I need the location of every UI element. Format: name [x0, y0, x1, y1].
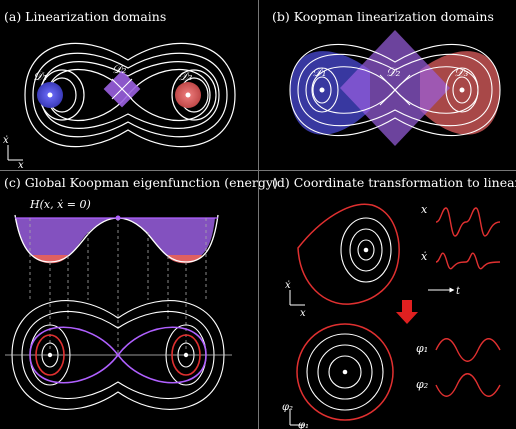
- projection-lines: [29, 218, 207, 355]
- fixed-point-b-right: [459, 87, 465, 93]
- panel-a-title: (a) Linearization domains: [4, 9, 167, 24]
- linear-orbit-2: [317, 344, 373, 400]
- axes-a: [7, 145, 23, 161]
- orbit-b-left: [305, 67, 339, 113]
- horizontal-divider: [0, 170, 516, 171]
- stream-outer-3: [40, 61, 220, 129]
- linear-orbit-1: [306, 333, 384, 411]
- axis-a-xdot: ẋ: [3, 135, 9, 146]
- signal-phi2-trace: [435, 373, 501, 397]
- panel-d-title: (d) Coordinate transformation to lineari…: [272, 175, 516, 190]
- fixed-point-d-bottom: [342, 369, 348, 375]
- axis-d-x: x: [300, 308, 306, 319]
- fixed-point-b-left: [319, 87, 325, 93]
- panel-c-title: (c) Global Koopman eigenfunction (energy…: [4, 175, 278, 190]
- koopman-d3-region: [420, 51, 500, 135]
- signal-phi1-trace: [435, 338, 501, 362]
- panel-b-title: (b) Koopman linearization domains: [272, 9, 494, 24]
- axes-d-top: [289, 290, 305, 306]
- axis-phi1: φ₁: [298, 420, 309, 429]
- panel-d-bottom-portrait: [296, 323, 394, 421]
- axes-d-bottom: [289, 410, 305, 426]
- koopman-d2-region: [340, 30, 450, 146]
- signal-label-phi2: φ₂: [416, 378, 428, 391]
- stream-b-outer-2: [297, 53, 493, 127]
- fixed-point-c-right: [183, 352, 189, 358]
- label-b-d1: 𝒟₁: [312, 65, 326, 79]
- axis-a-x: x: [18, 160, 24, 171]
- koopman-d1-region: [290, 51, 370, 135]
- fixed-point-left: [47, 92, 53, 98]
- energy-curve-group: [14, 214, 219, 264]
- orbit-d-1: [340, 217, 392, 283]
- saddle-lines-a: [111, 78, 133, 100]
- red-level-left: [35, 334, 65, 376]
- red-down-arrow-icon: [396, 300, 418, 324]
- signal-label-xdot: ẋ: [421, 250, 428, 263]
- signal-xdot-trace: [435, 252, 501, 270]
- orbit-right-1: [171, 69, 217, 121]
- vertical-divider: [258, 0, 259, 429]
- stream-outer-2: [32, 52, 228, 138]
- saddle-lines-b: [379, 74, 411, 106]
- fixed-point-right: [185, 92, 191, 98]
- label-a-d3: 𝒟₃: [178, 69, 193, 83]
- signal-label-phi1: φ₁: [416, 342, 428, 355]
- stream-b-outer: [289, 43, 501, 137]
- label-a-d2: 𝒟₂: [112, 62, 127, 76]
- label-b-d2: 𝒟₂: [386, 65, 401, 79]
- orbit-b-left-2: [312, 76, 332, 104]
- orbit-b-right: [445, 67, 479, 113]
- energy-purple-fill: [15, 218, 215, 262]
- label-c-function: H(x, ẋ = 0): [29, 198, 91, 211]
- label-a-d1: 𝒟₁: [33, 69, 47, 83]
- orbit-d-3: [357, 239, 375, 261]
- orbit-d-2: [349, 228, 383, 272]
- linear-orbit-3: [328, 355, 362, 389]
- fixed-point-c-left: [47, 352, 53, 358]
- axis-d-xdot: ẋ: [285, 280, 291, 291]
- red-circle-d: [296, 323, 394, 421]
- orbit-b-right-2: [452, 76, 472, 104]
- red-level-right: [171, 334, 201, 376]
- time-label: t: [456, 286, 461, 297]
- stream-outer-1: [24, 42, 236, 148]
- fixed-point-d-top: [363, 247, 369, 253]
- red-separatrix-d: [297, 203, 400, 305]
- panel-d-top-portrait: [297, 203, 400, 305]
- separatrix-c: [29, 326, 207, 384]
- axis-phi2: φ₂: [282, 402, 293, 413]
- signal-x-trace: [435, 207, 501, 237]
- label-b-d3: 𝒟₃: [454, 65, 469, 79]
- panel-b-phase-portrait: [289, 43, 501, 137]
- signal-label-x: x: [421, 203, 428, 216]
